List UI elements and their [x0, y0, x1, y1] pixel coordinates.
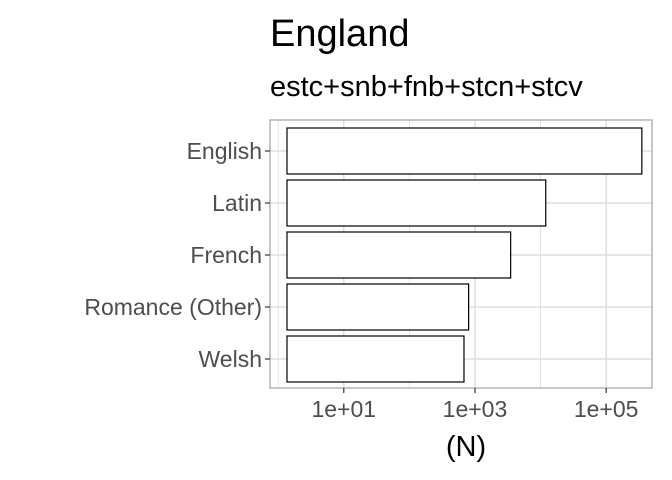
category-labels: English Latin French Romance (Other) Welsh	[84, 138, 270, 372]
bar-latin	[286, 179, 547, 227]
plot-panel-border	[269, 119, 653, 389]
y-tick-label: Romance (Other)	[84, 294, 262, 320]
bar-welsh	[286, 335, 465, 383]
x-tick-label: 1e+05	[574, 396, 639, 422]
x-axis-title: (N)	[446, 431, 486, 463]
x-tick-label: 1e+01	[311, 396, 376, 422]
chart-subtitle: estc+snb+fnb+stcn+stcv	[270, 71, 583, 103]
bars	[286, 127, 643, 383]
bar-english	[286, 127, 643, 175]
y-tick-label: Welsh	[199, 346, 263, 372]
chart-title: England	[270, 13, 409, 55]
y-tick-label: English	[187, 138, 262, 164]
x-axis-ticks: 1e+01 1e+03 1e+05	[311, 388, 638, 422]
y-tick-label: French	[190, 242, 262, 268]
bar-french	[286, 231, 512, 279]
bar-romance-other	[286, 283, 470, 331]
x-tick-label: 1e+03	[443, 396, 508, 422]
y-tick-label: Latin	[212, 190, 262, 216]
